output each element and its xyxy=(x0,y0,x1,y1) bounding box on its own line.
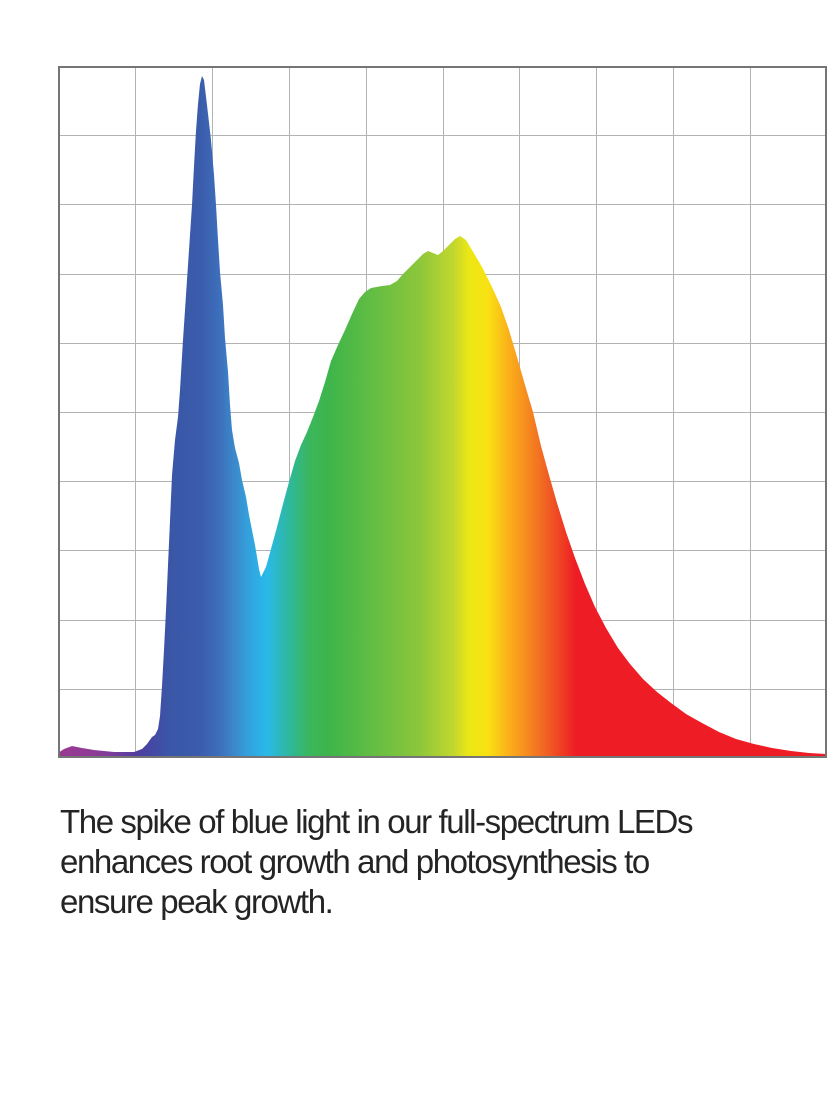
spectrum-area xyxy=(58,76,826,756)
caption-line-1: The spike of blue light in our full-spec… xyxy=(60,803,693,840)
spectrum-chart xyxy=(58,66,827,758)
spectrum-svg xyxy=(58,66,827,758)
caption-line-2: enhances root growth and photosynthesis … xyxy=(60,843,650,880)
chart-border xyxy=(58,66,827,758)
caption-line-3: ensure peak growth. xyxy=(60,883,334,920)
caption: The spike of blue light in our full-spec… xyxy=(60,802,800,922)
